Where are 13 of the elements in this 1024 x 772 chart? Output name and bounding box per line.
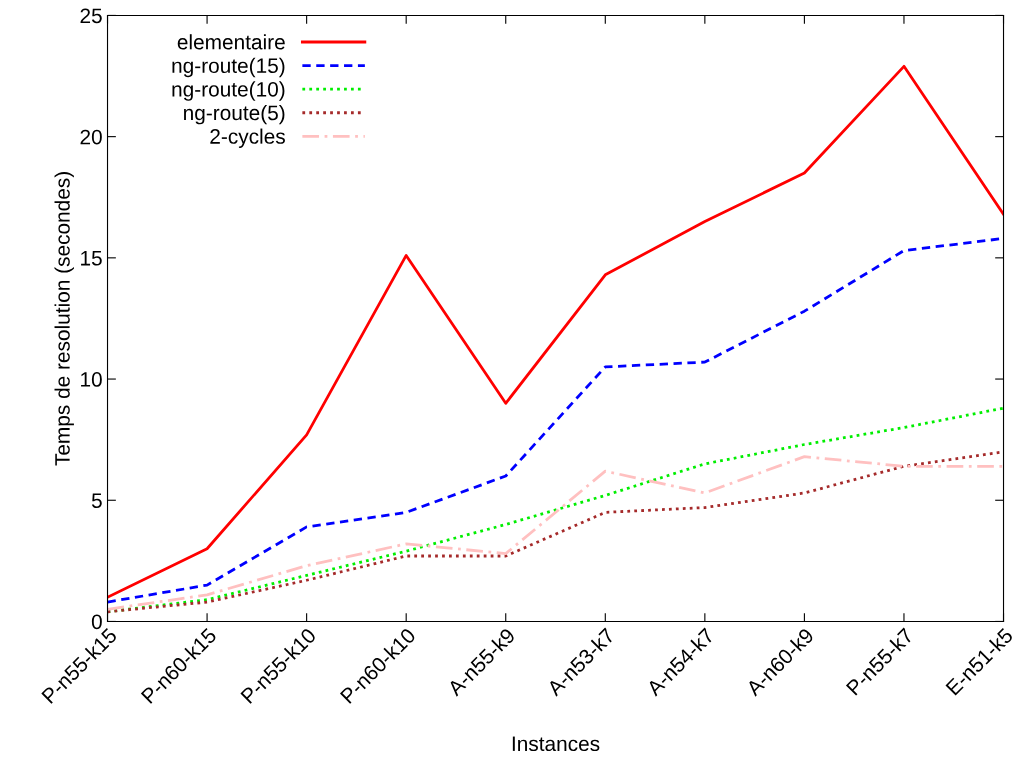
legend-label: 2-cycles xyxy=(210,128,285,148)
y-axis-title: Temps de resolution (secondes) xyxy=(54,172,74,466)
legend-label: ng-route(10) xyxy=(172,81,285,101)
legend-label: elementaire xyxy=(177,34,285,50)
y-tick-label: 25 xyxy=(80,8,102,24)
y-tick-label: 20 xyxy=(80,129,102,145)
y-tick-label: 10 xyxy=(81,372,102,387)
y-tick-label: 15 xyxy=(81,251,102,266)
y-tick-label: 0 xyxy=(91,614,102,630)
y-tick-label: 5 xyxy=(91,493,102,509)
x-axis-title: Instances xyxy=(512,736,600,752)
legend-label: ng-route(15) xyxy=(172,57,285,78)
legend-label: ng-route(5) xyxy=(184,104,285,125)
